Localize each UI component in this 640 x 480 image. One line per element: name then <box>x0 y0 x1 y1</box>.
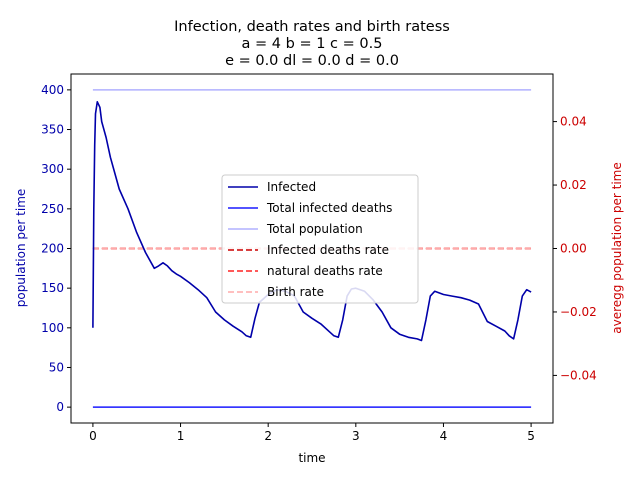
legend-label-5: Birth rate <box>267 285 324 299</box>
title-line-2: a = 4 b = 1 c = 0.5 <box>242 36 383 52</box>
legend-box <box>221 174 419 304</box>
y-axis-right-label: averegg population per time <box>610 162 624 333</box>
legend-label-3: Infected deaths rate <box>267 243 389 257</box>
x-tick-label-2: 2 <box>264 429 272 443</box>
legend: Infected Total infected deaths Total popul… <box>221 174 419 304</box>
y-right-tick-label-0: −0.04 <box>560 368 597 382</box>
legend-label-2: Total population <box>266 222 363 236</box>
y-left-tick-label-1: 50 <box>49 360 64 374</box>
x-tick-label-5: 5 <box>527 429 535 443</box>
y-left-tick-label-2: 100 <box>41 321 64 335</box>
chart-title: Infection, death rates and birth ratess … <box>174 19 450 69</box>
title-line-3: e = 0.0 dl = 0.0 d = 0.0 <box>225 53 399 69</box>
y-right-tick-label-2: 0.00 <box>560 242 587 256</box>
y-left-tick-label-7: 350 <box>41 123 64 137</box>
legend-label-4: natural deaths rate <box>267 264 383 278</box>
series-line-infected <box>92 101 532 342</box>
x-tick-label-1: 1 <box>177 429 185 443</box>
x-tick-label-0: 0 <box>89 429 97 443</box>
y-left-tick-label-0: 0 <box>56 400 64 414</box>
y-left-tick-label-6: 300 <box>41 162 64 176</box>
y-axis-left: 0 50 100 150 200 250 300 350 400 <box>41 83 71 414</box>
x-tick-label-3: 3 <box>352 429 360 443</box>
y-left-tick-label-8: 400 <box>41 83 64 97</box>
y-left-tick-label-3: 150 <box>41 281 64 295</box>
y-axis-left-label: population per time <box>14 189 28 308</box>
title-line-1: Infection, death rates and birth ratess <box>174 19 450 35</box>
y-left-tick-label-4: 200 <box>41 242 64 256</box>
y-right-tick-label-1: −0.02 <box>560 305 597 319</box>
x-tick-label-4: 4 <box>440 429 448 443</box>
y-right-tick-label-4: 0.04 <box>560 115 587 129</box>
x-axis-label: time <box>298 451 325 465</box>
legend-label-0: Infected <box>267 180 316 194</box>
x-axis: 0 1 2 3 4 5 <box>89 423 535 443</box>
legend-label-1: Total infected deaths <box>266 201 392 215</box>
y-axis-right: −0.04 −0.02 0.00 0.02 0.04 <box>553 115 597 382</box>
y-right-tick-label-3: 0.02 <box>560 178 587 192</box>
y-left-tick-label-5: 250 <box>41 202 64 216</box>
